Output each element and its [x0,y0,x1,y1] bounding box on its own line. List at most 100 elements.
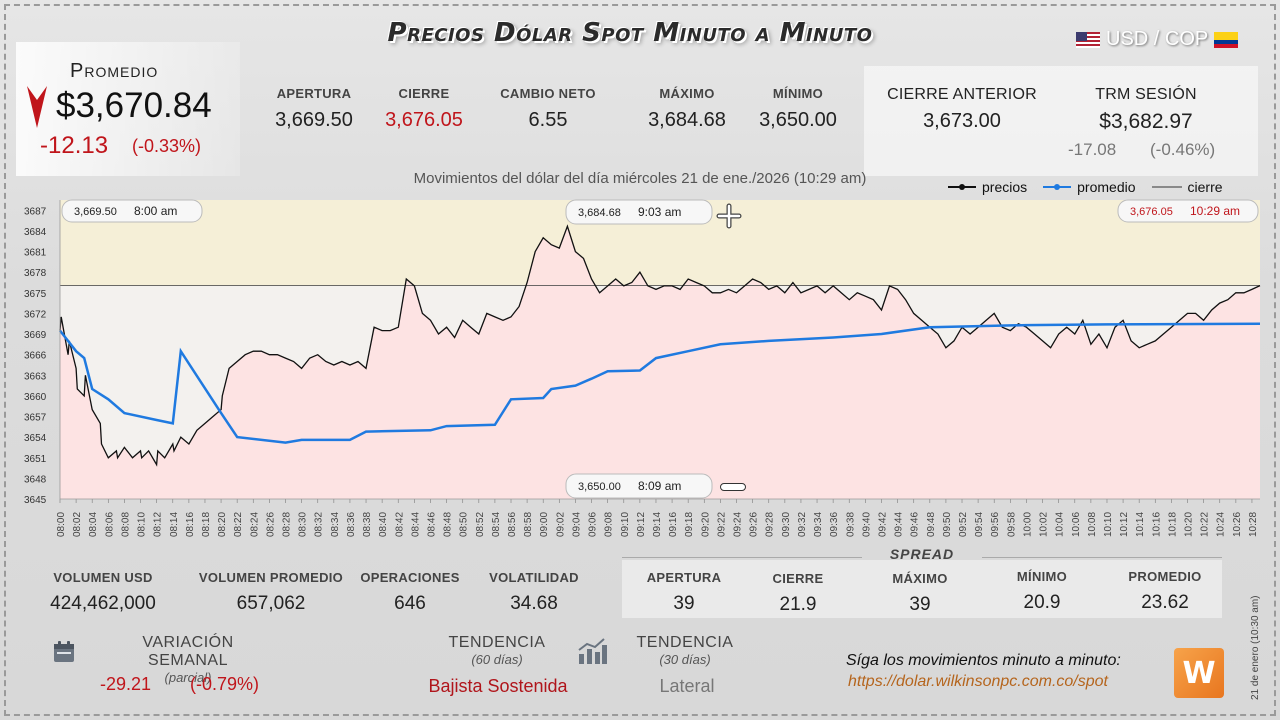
x-tick-label: 08:24 [249,512,260,537]
x-tick-label: 08:10 [137,512,148,537]
stat-cambio-neto-label: CAMBIO NETO [500,86,596,101]
promedio-line [59,322,1261,444]
x-tick-label: 08:52 [475,512,486,537]
stat-volumen-usd: VOLUMEN USD 424,462,000 [36,570,170,615]
variacion-semanal: VARIACIÓN SEMANAL (parcial) [100,634,276,685]
tendencia-60-sub: (60 días) [471,652,523,667]
x-tick-label: 08:58 [523,512,534,537]
spread-divider-left [622,557,862,558]
legend-cierre-swatch [1151,186,1182,188]
y-tick-label: 3669 [24,330,47,341]
x-tick-label: 09:26 [749,512,760,537]
x-tick-label: 09:56 [990,512,1001,537]
x-tick-label: 08:14 [169,512,180,537]
stat-volatilidad-value: 34.68 [510,593,558,614]
spread-promedio-label: PROMEDIO [1128,569,1202,584]
x-tick-label: 10:22 [1200,512,1211,537]
y-tick-label: 3657 [24,413,47,424]
x-tick-label: 09:06 [588,512,599,537]
stat-maximo-label: MÁXIMO [659,86,715,101]
x-tick-label: 10:12 [1119,512,1130,537]
annotation-box [565,199,713,225]
x-tick-label: 09:28 [765,512,776,537]
variacion-label: VARIACIÓN SEMANAL [142,634,234,669]
x-tick-label: 09:40 [861,512,872,537]
bar-chart-icon [578,638,607,664]
stat-cierre-anterior: CIERRE ANTERIOR 3,673.00 [880,86,1044,133]
spread-apertura-label: APERTURA [646,570,722,585]
legend-promedio: promedio [1043,179,1136,195]
x-tick-label: 08:54 [491,512,502,537]
x-tick-label: 09:36 [829,512,840,537]
legend-cierre: cierre [1151,179,1223,195]
x-tick-label: 08:20 [217,512,228,537]
x-tick-label: 09:54 [974,512,985,537]
wilkinson-logo[interactable]: W [1174,648,1224,698]
y-tick-label: 3681 [24,248,47,259]
right-stats-box [864,66,1258,176]
annotation-value: 3,676.05 [1130,206,1173,218]
legend-promedio-label: promedio [1077,179,1136,195]
promedio-change: -12.13 [40,132,109,159]
tendencia-30: TENDENCIA (30 días) [626,634,744,667]
tendencia-30-sub: (30 días) [659,652,711,667]
y-tick-label: 3645 [24,495,47,506]
chart-subtitle: Movimientos del dólar del día miércoles … [413,170,867,187]
chart-legend: precios promedio cierre [948,179,1223,195]
annotation-box [565,473,713,499]
colombia-flag-icon [1214,31,1239,48]
x-tick-label: 09:16 [668,512,679,537]
y-tick-label: 3675 [24,289,47,300]
spread-cierre-value: 21.9 [779,594,817,615]
spread-cierre-label: CIERRE [772,571,824,586]
x-tick-label: 08:02 [72,512,83,537]
stat-maximo: MÁXIMO 3,684.68 [632,86,742,132]
calendar-icon [54,641,74,662]
pill-icon [720,483,746,491]
stat-minimo-value: 3,650.00 [759,109,837,131]
x-tick-label: 09:02 [555,512,566,537]
x-tick-label: 08:46 [426,512,437,537]
variacion-sub: (parcial) [164,670,212,685]
legend-precios: precios [948,179,1027,195]
x-tick-label: 09:46 [910,512,921,537]
stat-maximo-value: 3,684.68 [648,109,726,131]
annotation-box [61,199,203,223]
x-tick-label: 10:00 [1022,512,1033,537]
stat-minimo-label: MÍNIMO [772,86,824,101]
stat-cierre: CIERRE 3,676.05 [372,86,476,132]
stat-volumen-promedio-label: VOLUMEN PROMEDIO [198,570,344,585]
stat-operaciones-label: OPERACIONES [360,570,460,585]
tendencia-60-label: TENDENCIA [448,634,546,651]
x-tick-label: 08:22 [233,512,244,537]
legend-precios-swatch [948,184,976,190]
x-tick-label: 08:38 [362,512,373,537]
x-tick-label: 08:04 [88,512,99,537]
crosshair-icon-inner [717,204,741,228]
annotation-box [1117,199,1259,223]
legend-promedio-swatch [1043,184,1072,190]
stat-trm-change-pct: (-0.46%) [1150,140,1216,159]
legend-precios-label: precios [982,179,1028,195]
variacion-pct: (-0.79%) [190,674,260,694]
promedio-change-pct: (-0.33%) [132,136,202,156]
precios-area [60,226,1260,500]
x-tick-label: 10:10 [1103,512,1114,537]
x-tick-label: 09:12 [636,512,647,537]
annotation-time: 9:03 am [638,205,681,219]
legend-cierre-label: cierre [1187,179,1223,195]
annotation-value: 3,684.68 [578,207,621,219]
x-tick-label: 08:28 [282,512,293,537]
stat-cierre-value: 3,676.05 [385,109,463,131]
stat-volatilidad: VOLATILIDAD 34.68 [478,570,590,615]
x-tick-label: 08:48 [443,512,454,537]
spread-minimo-label: MÍNIMO [1016,569,1068,584]
spread-apertura-value: 39 [673,593,695,614]
y-tick-label: 3687 [24,206,47,217]
footer-url-link[interactable]: https://dolar.wilkinsonpc.com.co/spot [848,673,1108,690]
x-tick-label: 08:06 [104,512,115,537]
stat-trm-value: $3,682.97 [1099,110,1193,133]
x-tick-label: 08:18 [201,512,212,537]
footer-promo: Síga los movimientos minuto a minuto: [846,652,1121,669]
spread-promedio: PROMEDIO 23.62 [1114,569,1216,614]
